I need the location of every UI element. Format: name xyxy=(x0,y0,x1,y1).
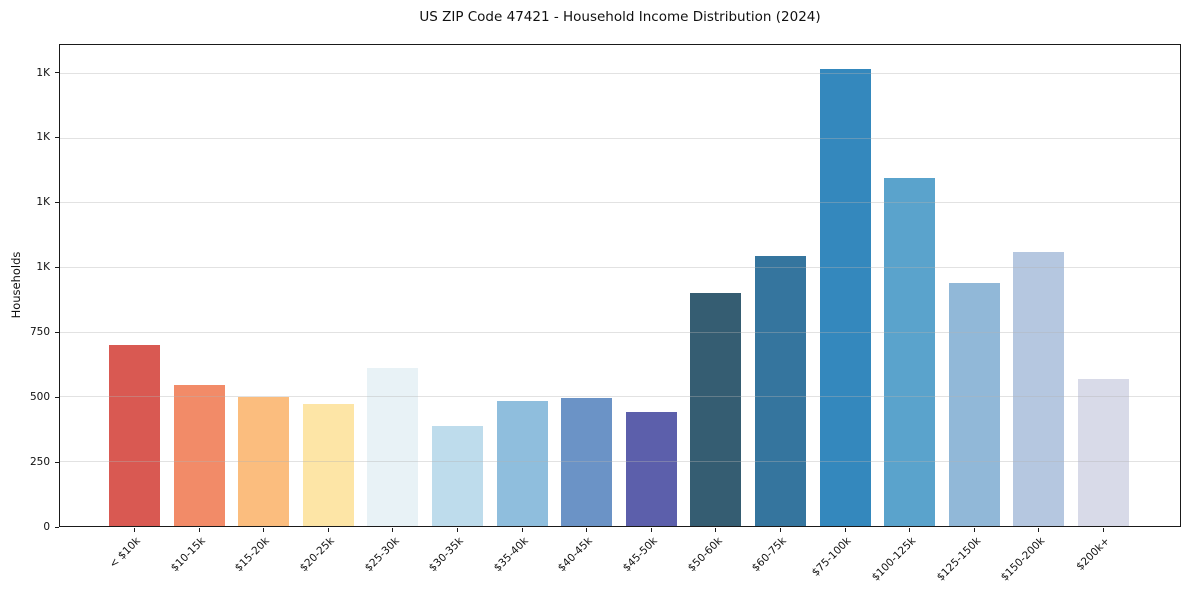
x-tickmark xyxy=(134,527,136,532)
x-tickmark xyxy=(263,527,265,532)
y-tickmark xyxy=(54,526,59,528)
bar-slot: $15-20k xyxy=(233,45,290,574)
x-tickmark xyxy=(844,527,846,532)
bar xyxy=(884,177,936,526)
x-tickmark xyxy=(715,527,717,532)
x-tickmark xyxy=(1102,527,1104,532)
y-tickmark xyxy=(54,461,59,463)
x-tick-label: $25-30k xyxy=(362,535,402,575)
x-tickmark xyxy=(973,527,975,532)
bar xyxy=(1013,252,1065,526)
bar-slot: $50-60k xyxy=(685,45,742,574)
bar xyxy=(690,293,742,526)
bar-slot: $200k+ xyxy=(1074,45,1129,573)
bar-slot: $20-25k xyxy=(298,45,354,574)
bar-slot: $150-200k xyxy=(999,45,1065,584)
bar xyxy=(561,398,613,526)
y-tick-label: 1K xyxy=(36,131,50,144)
plot-area: < $10k $10-15k $15-20k $20-25k $25-30k $30-35… xyxy=(59,44,1181,584)
x-tick-label: $20-25k xyxy=(297,535,337,575)
y-tickmark xyxy=(54,266,59,268)
x-tickmark xyxy=(521,527,523,532)
bar-slot: $25-30k xyxy=(362,45,419,574)
y-tick-label: 1K xyxy=(36,196,50,209)
x-tick-label: $35-40k xyxy=(491,535,531,575)
y-tick-label: 1K xyxy=(36,261,50,274)
bar xyxy=(754,255,807,526)
bar-slot: $75-100k xyxy=(810,45,871,579)
bar-slot: $30-35k xyxy=(427,45,484,574)
bar-slot: $40-45k xyxy=(556,45,613,574)
x-tick-label: $50-60k xyxy=(685,535,725,575)
y-tickmark xyxy=(54,331,59,333)
bar-slot: $10-15k xyxy=(169,45,225,574)
x-tickmark xyxy=(327,527,329,532)
x-tick-label: $60-75k xyxy=(749,535,789,575)
y-tick-label: 1K xyxy=(36,66,50,79)
y-tick-label: 250 xyxy=(29,456,50,469)
x-tickmark xyxy=(198,527,200,532)
y-tickmark xyxy=(54,136,59,138)
x-tickmark xyxy=(1038,527,1040,532)
bar xyxy=(819,69,871,526)
bar-slot: $100-125k xyxy=(870,45,936,584)
x-tick-label: < $10k xyxy=(107,535,144,571)
bar-slot: $60-75k xyxy=(750,45,807,574)
x-tick-label: $45-50k xyxy=(620,535,660,575)
bar xyxy=(302,404,354,526)
bar xyxy=(496,400,548,526)
y-tick-label: 0 xyxy=(43,521,50,533)
x-tick-label: $150-200k xyxy=(998,535,1048,584)
x-tickmark xyxy=(586,527,588,532)
y-axis: 0 250 500 750 1K 1K 1K 1K xyxy=(0,44,59,533)
bar xyxy=(948,282,1000,526)
bar xyxy=(367,367,419,526)
bar xyxy=(238,396,290,526)
x-tickmark xyxy=(457,527,459,532)
bar xyxy=(1077,378,1129,526)
y-tickmark xyxy=(54,396,59,398)
bar xyxy=(625,412,677,526)
x-tick-label: $15-20k xyxy=(233,535,273,575)
bar-slot: $45-50k xyxy=(621,45,677,574)
x-tickmark xyxy=(909,527,911,532)
chart-title: US ZIP Code 47421 - Household Income Dis… xyxy=(419,9,821,25)
x-tick-label: $75-100k xyxy=(809,535,854,579)
bars-container: < $10k $10-15k $15-20k $20-25k $25-30k $30-35… xyxy=(60,45,1180,584)
bar-slot: $125-150k xyxy=(934,45,1000,584)
bar-slot: < $10k xyxy=(107,45,161,571)
x-tick-label: $100-125k xyxy=(869,535,919,584)
bar xyxy=(109,344,161,526)
y-tick-label: 750 xyxy=(29,326,50,339)
bar xyxy=(173,385,225,526)
y-tick-label: 500 xyxy=(29,391,50,404)
y-tickmark xyxy=(54,201,59,203)
x-tick-label: $40-45k xyxy=(556,535,596,575)
x-tickmark xyxy=(779,527,781,532)
x-tick-label: $30-35k xyxy=(426,535,467,575)
x-tick-label: $10-15k xyxy=(168,535,208,575)
bar-slot: $35-40k xyxy=(492,45,548,574)
bar xyxy=(431,425,484,526)
x-tickmark xyxy=(392,527,394,532)
x-tick-label: $200k+ xyxy=(1074,535,1112,573)
x-tickmark xyxy=(650,527,652,532)
y-tickmark xyxy=(54,72,59,74)
x-tick-label: $125-150k xyxy=(934,535,983,584)
